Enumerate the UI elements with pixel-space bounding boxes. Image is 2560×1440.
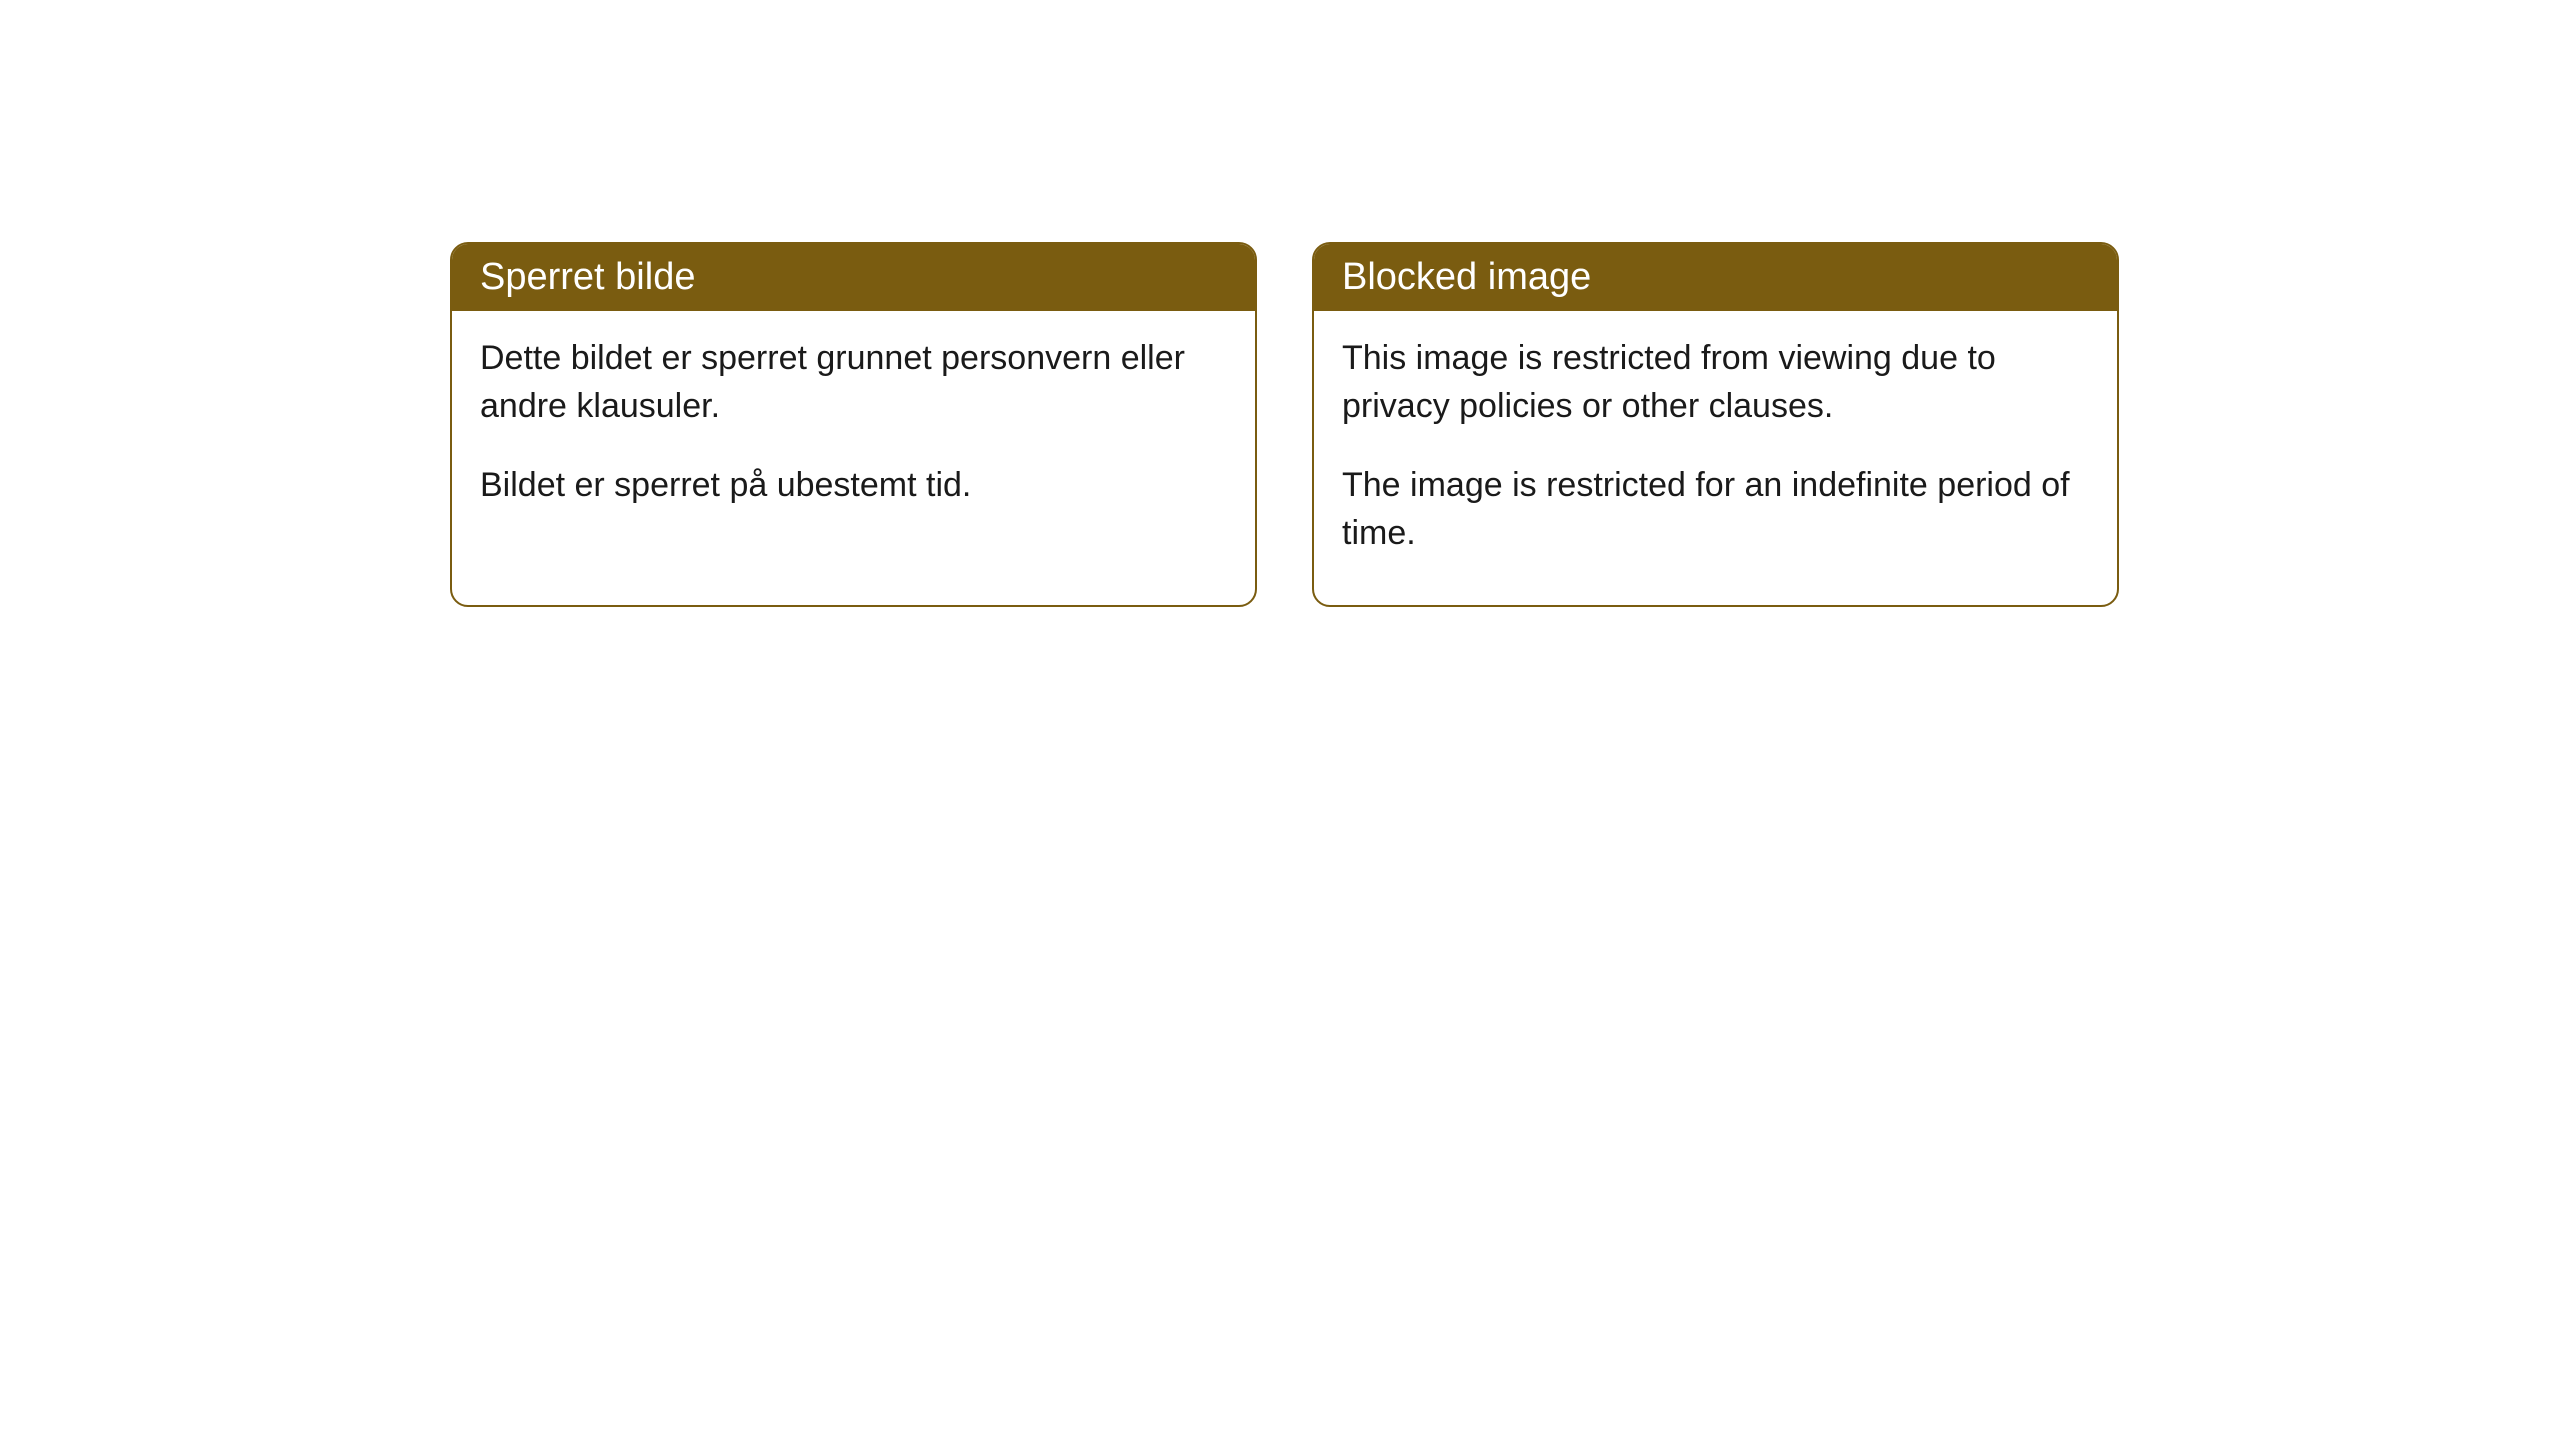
notice-paragraph: The image is restricted for an indefinit… [1342, 462, 2089, 557]
notice-paragraph: Bildet er sperret på ubestemt tid. [480, 462, 1227, 510]
notice-paragraph: This image is restricted from viewing du… [1342, 335, 2089, 430]
notice-paragraph: Dette bildet er sperret grunnet personve… [480, 335, 1227, 430]
notice-card-english: Blocked image This image is restricted f… [1312, 242, 2119, 607]
notice-card-norwegian: Sperret bilde Dette bildet er sperret gr… [450, 242, 1257, 607]
notice-header-english: Blocked image [1314, 244, 2117, 311]
notice-body-norwegian: Dette bildet er sperret grunnet personve… [452, 311, 1255, 558]
notice-cards-container: Sperret bilde Dette bildet er sperret gr… [450, 242, 2119, 607]
notice-body-english: This image is restricted from viewing du… [1314, 311, 2117, 605]
notice-header-norwegian: Sperret bilde [452, 244, 1255, 311]
